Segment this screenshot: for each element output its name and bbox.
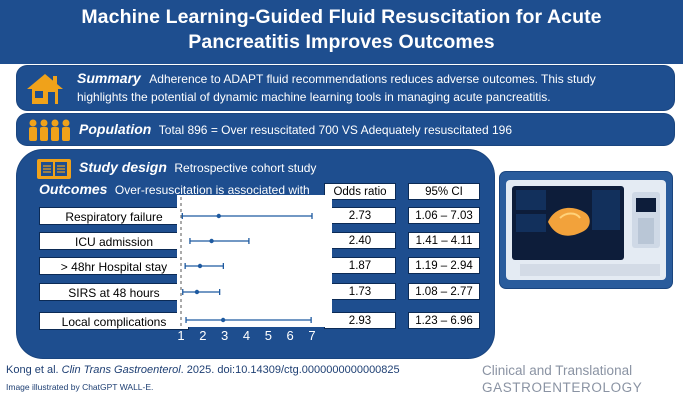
study-design-detail: Retrospective cohort study	[174, 161, 317, 175]
title-line-1: Machine Learning-Guided Fluid Resuscitat…	[81, 6, 602, 28]
title-line-2: Pancreatitis Improves Outcomes	[188, 31, 495, 53]
citation: Kong et al. Clin Trans Gastroenterol. 20…	[6, 364, 400, 376]
ci-value: 1.08 – 2.77	[408, 283, 480, 300]
outcomes-heading: Outcomes Over-resuscitation is associate…	[39, 181, 310, 199]
x-tick-label: 3	[221, 328, 228, 343]
population-label: Population	[79, 121, 152, 137]
study-design-panel: Study design Retrospective cohort study …	[17, 150, 494, 358]
odds-ratio-value: 1.87	[324, 257, 396, 274]
odds-ratio-value: 2.40	[324, 232, 396, 249]
outcomes-detail: Over-resuscitation is associated with	[114, 183, 310, 197]
outcome-label: Local complications	[39, 312, 189, 330]
odds-ratio-value: 1.73	[324, 283, 396, 300]
population-detail: Total 896 = Over resuscitated 700 VS Ade…	[158, 123, 513, 137]
odds-ratio-header: Odds ratio	[324, 183, 396, 200]
x-tick-label: 2	[199, 328, 206, 343]
ci-value: 1.23 – 6.96	[408, 312, 480, 329]
summary-line-1: Adherence to ADAPT fluid recommendations…	[149, 72, 596, 86]
outcome-label: ICU admission	[39, 232, 189, 250]
study-design-label: Study design	[79, 159, 167, 175]
odds-ratio-point	[197, 263, 203, 269]
x-tick-label: 6	[287, 328, 294, 343]
ci-value: 1.19 – 2.94	[408, 257, 480, 274]
outcome-label: SIRS at 48 hours	[39, 283, 189, 301]
odds-ratio-point	[216, 213, 221, 219]
illustration-panel	[500, 172, 672, 288]
image-credit: Image illustrated by ChatGPT WALL-E.	[6, 382, 154, 392]
ci-value: 1.06 – 7.03	[408, 207, 480, 224]
ci-value: 1.41 – 4.11	[408, 232, 480, 249]
ci-header: 95% CI	[408, 183, 480, 200]
x-tick-label: 7	[308, 328, 315, 343]
citation-authors: Kong et al.	[6, 364, 59, 376]
citation-journal: Clin Trans Gastroenterol	[61, 364, 181, 376]
summary-panel: Summary Adherence to ADAPT fluid recomme…	[17, 66, 674, 110]
monitor-illustration	[506, 180, 666, 280]
people-icon	[27, 118, 71, 147]
summary-label: Summary	[77, 70, 141, 86]
page-title: Machine Learning-Guided Fluid Resuscitat…	[0, 5, 683, 55]
outcome-label: > 48hr Hospital stay	[39, 257, 189, 275]
odds-ratio-value: 2.73	[324, 207, 396, 224]
study-design-text: Study design Retrospective cohort study	[79, 159, 316, 177]
journal-brand-line-1: Clinical and Translational	[482, 363, 633, 378]
title-band	[0, 0, 683, 64]
journal-brand-line-2: GASTROENTEROLOGY	[482, 380, 643, 395]
summary-line-2: highlights the potential of dynamic mach…	[77, 90, 551, 104]
odds-ratio-point	[194, 289, 200, 295]
outcomes-label: Outcomes	[39, 181, 108, 197]
citation-rest: . 2025. doi:10.14309/ctg.000000000000082…	[180, 364, 400, 376]
population-text: Population Total 896 = Over resuscitated…	[79, 120, 512, 139]
odds-ratio-point	[220, 317, 226, 323]
outcome-label: Respiratory failure	[39, 207, 189, 225]
summary-text: Summary Adherence to ADAPT fluid recomme…	[77, 70, 667, 106]
plot-background	[177, 195, 332, 327]
odds-ratio-point	[209, 238, 214, 244]
x-tick-label: 5	[265, 328, 272, 343]
odds-ratio-value: 2.93	[324, 312, 396, 329]
x-tick-label: 1	[177, 328, 184, 343]
book-icon	[35, 157, 73, 186]
x-tick-label: 4	[243, 328, 250, 343]
population-panel: Population Total 896 = Over resuscitated…	[17, 114, 674, 145]
house-icon	[25, 72, 65, 111]
